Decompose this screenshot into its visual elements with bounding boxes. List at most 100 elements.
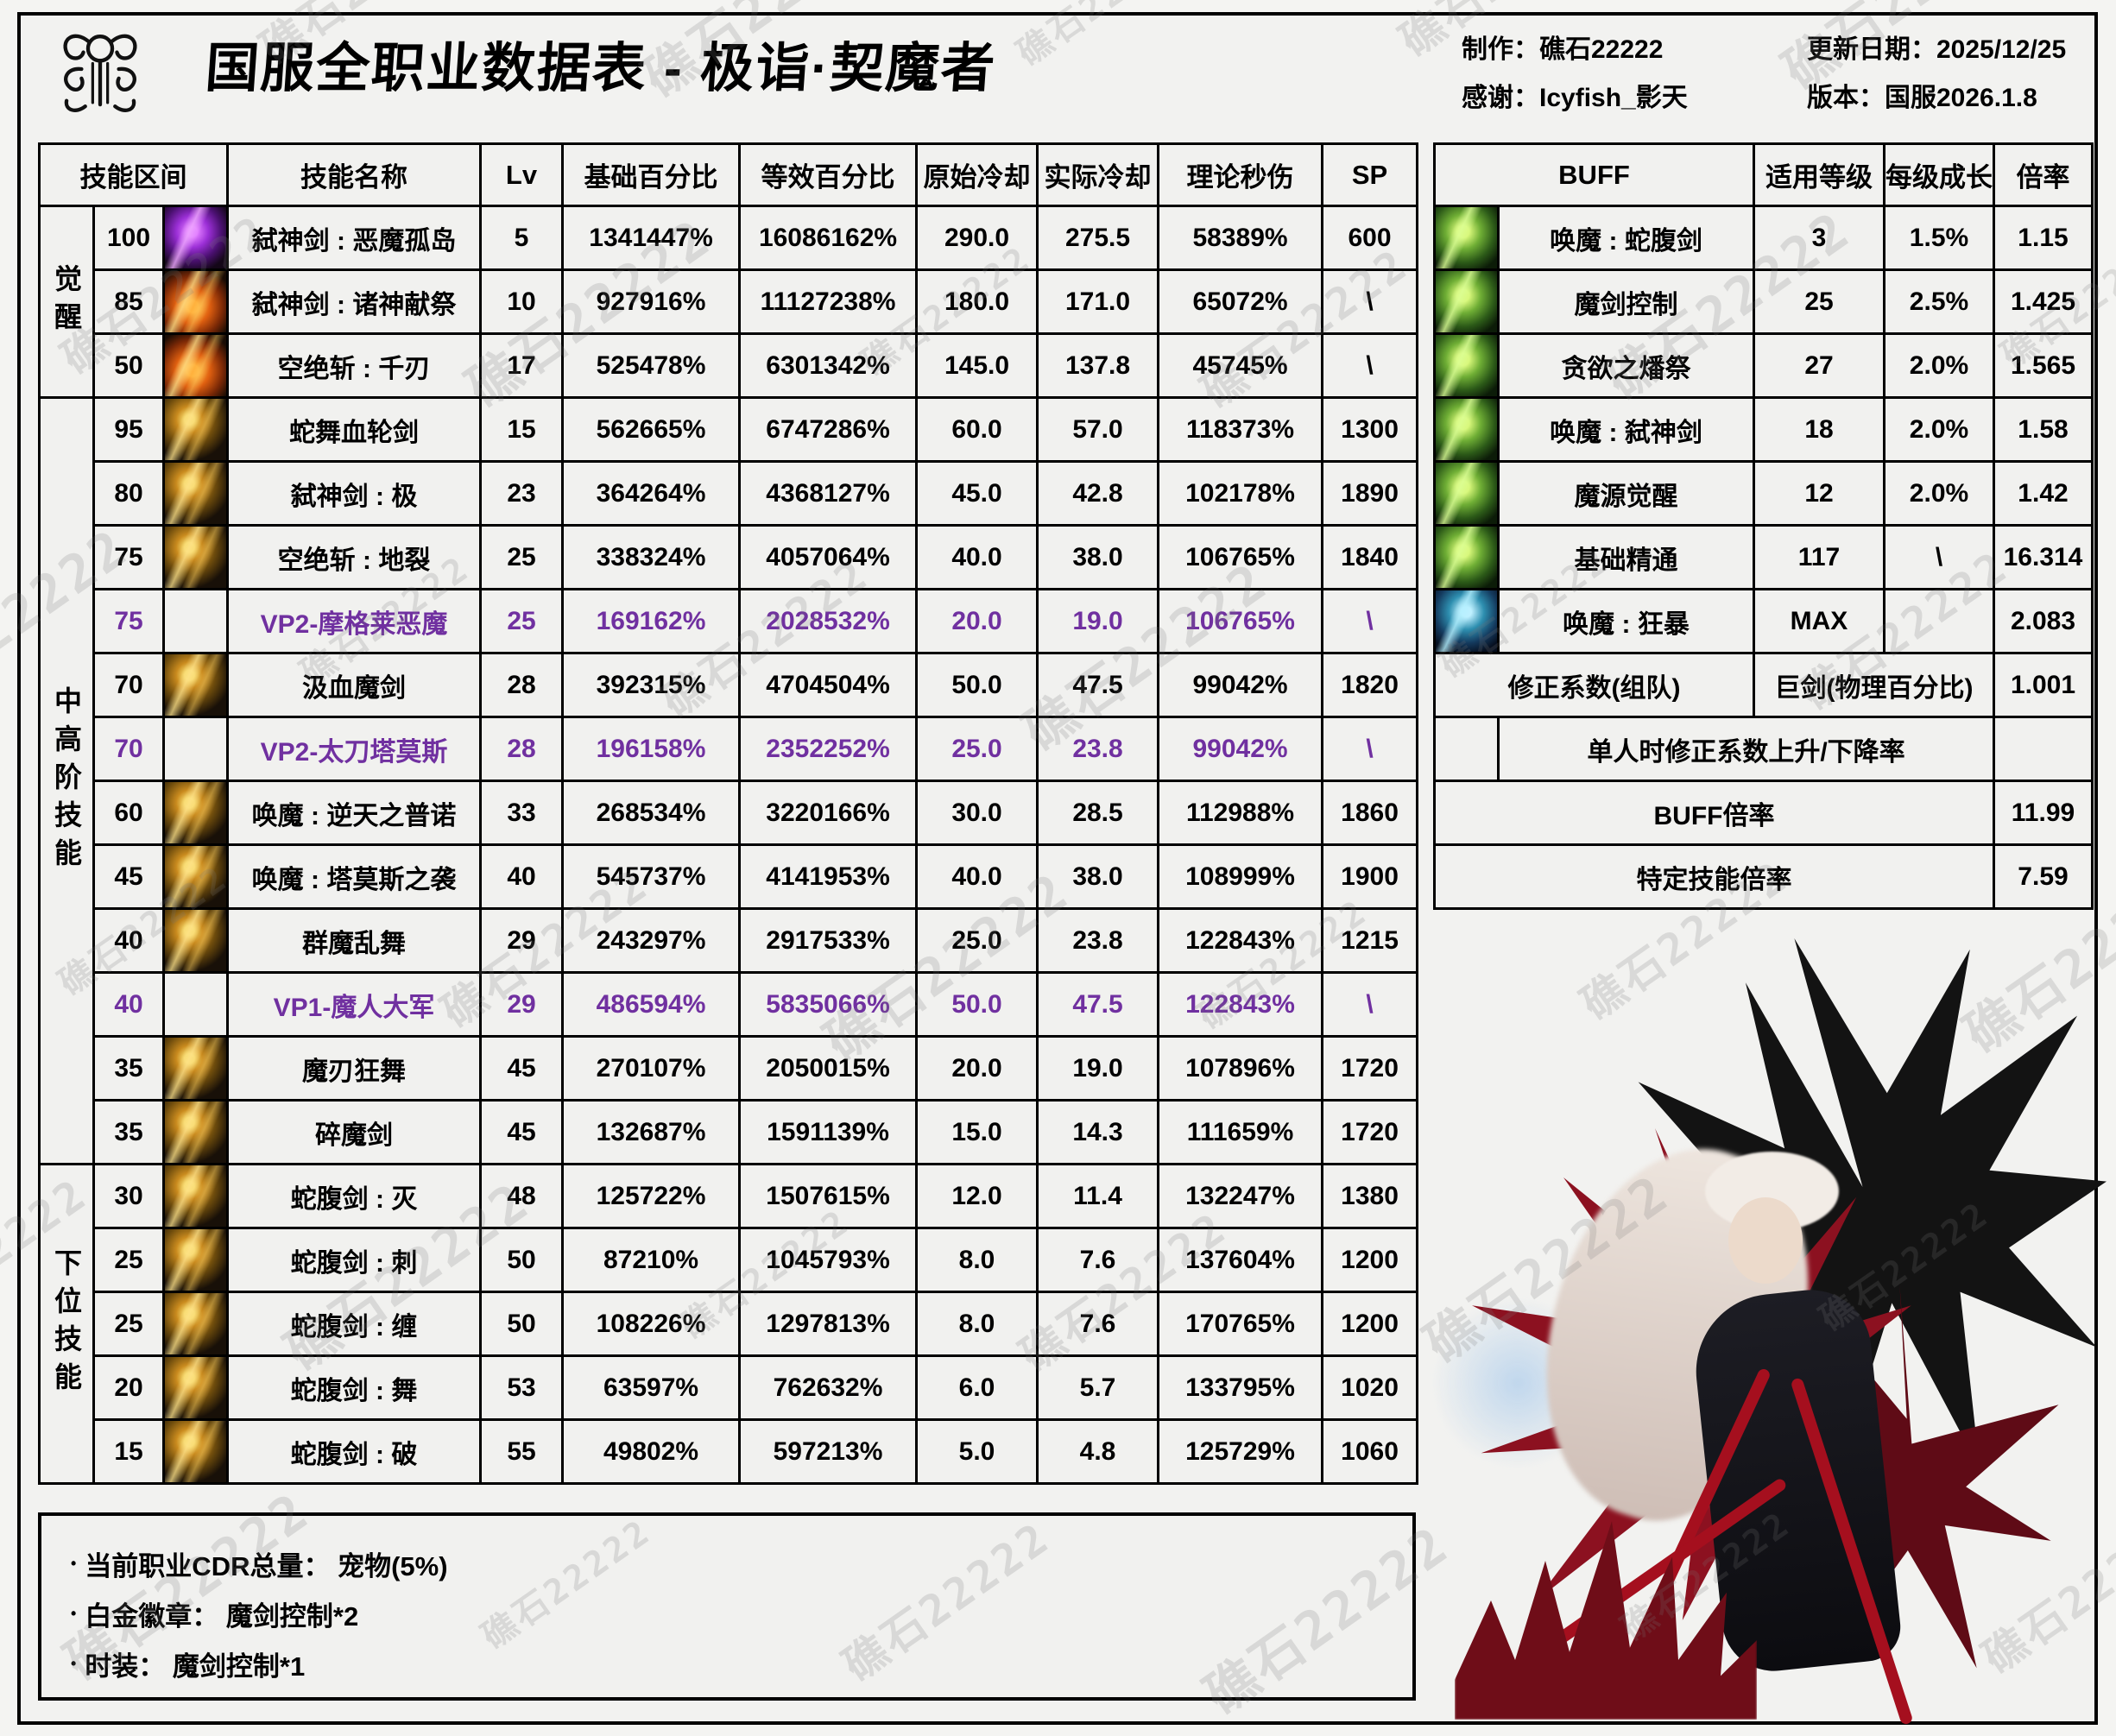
column-header: 适用等级 [1753,142,1885,207]
skill-icon [166,1038,225,1098]
skill-icon-cell [161,332,230,399]
skill-equivalent-percent: 597213% [738,1418,919,1485]
skill-base-percent: 392315% [561,652,742,718]
skill-level: 55 [479,1418,565,1485]
buff-rate: 7.59 [1993,843,2094,910]
skill-icon-cell [161,460,230,527]
buff-rate: 16.314 [1993,524,2094,590]
skill-name: 弑神剑 : 诸神献祭 [226,268,483,335]
skill-row: 下位技能 30 蛇腹剑 : 灭 48 125722% 1507615% 12.0 11.4 13… [38,1163,1419,1485]
skill-level: 45 [479,1099,565,1165]
skill-cooldown: 20.0 [915,588,1039,654]
skill-cooldown: 180.0 [915,268,1039,335]
skill-group-label: 觉醒 [38,205,95,399]
skill-header-row: 技能区间 技能名称 Lv 基础百分比 等效百分比 原始冷却 实际冷却 理论秒伤 SP [37,142,1419,207]
skill-cooldown: 8.0 [915,1291,1039,1357]
skill-level: 50 [479,1227,565,1293]
skill-name: VP2-摩格莱恶魔 [226,588,483,654]
skill-icon-cell [161,524,230,590]
skill-row: 20 蛇腹剑 : 舞 53 63597% 762632% 6.0 5.7 133795% 102… [40,1354,1419,1421]
skill-name: 蛇舞血轮剑 [226,396,483,463]
buff-level: 25 [1753,268,1885,335]
skill-cooldown: 45.0 [915,460,1039,527]
buff-name: 单人时修正系数上升/下降率 [1497,716,1995,782]
skill-row: 60 唤魔 : 逆天之普诺 33 268534% 3220166% 30.0 28.5 112… [40,780,1419,846]
skill-icon-cell [161,907,230,974]
skill-level: 50 [479,1291,565,1357]
skill-dps: 106765% [1157,524,1324,590]
skill-row: 40 VP1-魔人大军 29 486594% 5835066% 50.0 47.5 12284… [40,971,1419,1038]
skill-cooldown: 30.0 [915,780,1039,846]
skill-interval: 80 [92,460,165,527]
skill-icon [166,911,225,970]
skill-real-cooldown: 47.5 [1036,971,1160,1038]
maker-credit: 制作：礁石22222 [1462,35,1664,64]
skill-real-cooldown: 11.4 [1036,1163,1160,1229]
skill-interval: 75 [92,524,165,590]
skill-icon-cell [161,268,230,335]
buff-icon-cell [1433,205,1500,271]
buff-name: 贪欲之燔祭 [1497,332,1755,399]
skill-equivalent-percent: 6747286% [738,396,919,463]
buff-rate: 1.425 [1993,268,2094,335]
buff-icon-cell [1433,268,1500,335]
skill-icon [166,847,225,906]
skill-interval: 75 [92,588,165,654]
skill-name: 弑神剑 : 极 [226,460,483,527]
skill-name: 碎魔剑 [226,1099,483,1165]
skill-real-cooldown: 275.5 [1036,205,1160,271]
skill-row: 25 蛇腹剑 : 刺 50 87210% 1045793% 8.0 7.6 137604% 12… [40,1227,1419,1293]
buff-rate: 1.565 [1993,332,2094,399]
skill-cooldown: 60.0 [915,396,1039,463]
skill-sp: \ [1321,716,1419,782]
skill-real-cooldown: 7.6 [1036,1227,1160,1293]
skill-equivalent-percent: 762632% [738,1354,919,1421]
skill-real-cooldown: 23.8 [1036,907,1160,974]
skill-real-cooldown: 42.8 [1036,460,1160,527]
buff-icon [1437,591,1496,651]
skill-icon-cell [161,1418,230,1485]
skill-sp: 1200 [1321,1291,1419,1357]
skill-base-percent: 364264% [561,460,742,527]
buff-level: 3 [1753,205,1885,271]
skill-real-cooldown: 14.3 [1036,1099,1160,1165]
buff-name: 唤魔 : 狂暴 [1497,588,1755,654]
skill-name: 魔刃狂舞 [226,1035,483,1102]
skill-dps: 58389% [1157,205,1324,271]
column-header: 技能名称 [226,142,483,207]
skill-cooldown: 50.0 [915,971,1039,1038]
skill-icon [166,400,225,459]
skill-interval: 85 [92,268,165,335]
buff-row: 单人时修正系数上升/下降率 [1433,716,2094,782]
skill-real-cooldown: 38.0 [1036,843,1160,910]
skill-name: 唤魔 : 逆天之普诺 [226,780,483,846]
skill-base-percent: 243297% [561,907,742,974]
skill-dps: 112988% [1157,780,1324,846]
buff-level: 12 [1753,460,1885,527]
skill-dps: 132247% [1157,1163,1324,1229]
skill-cooldown: 5.0 [915,1418,1039,1485]
note-cdr: • 当前职业CDR总量： 宠物(5%) [71,1544,1412,1583]
skill-equivalent-percent: 5835066% [738,971,919,1038]
skill-base-percent: 1341447% [561,205,742,271]
art-face [1728,1197,1803,1284]
skill-row: 35 魔刃狂舞 45 270107% 2050015% 20.0 19.0 107896% 17… [40,1035,1419,1102]
skill-name: 蛇腹剑 : 舞 [226,1354,483,1421]
skill-interval: 70 [92,716,165,782]
skill-dps: 122843% [1157,971,1324,1038]
note-text: 白金徽章： 魔剑控制*2 [85,1601,359,1632]
skill-base-percent: 132687% [561,1099,742,1165]
skill-dps: 108999% [1157,843,1324,910]
skill-real-cooldown: 38.0 [1036,524,1160,590]
buff-name: 魔剑控制 [1497,268,1755,335]
skill-real-cooldown: 23.8 [1036,716,1160,782]
skill-sp: 1380 [1321,1163,1419,1229]
buff-row: 魔源觉醒 12 2.0% 1.42 [1433,460,2094,527]
buff-growth: 2.0% [1883,460,1995,527]
skill-row: 75 空绝斩 : 地裂 25 338324% 4057064% 40.0 38.0 10676… [40,524,1419,590]
column-header: SP [1321,142,1419,207]
skill-name: VP1-魔人大军 [226,971,483,1038]
skill-dps: 106765% [1157,588,1324,654]
buff-rate: 1.58 [1993,396,2094,463]
skill-level: 25 [479,588,565,654]
